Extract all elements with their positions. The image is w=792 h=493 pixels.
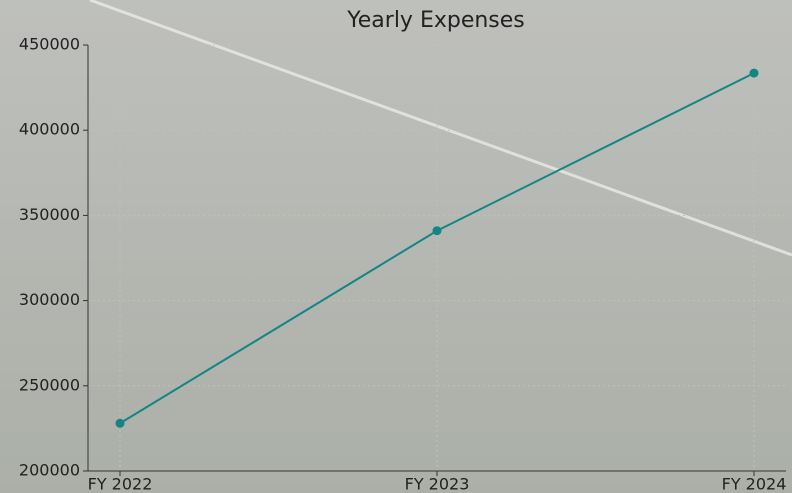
y-tick-label: 300000: [19, 290, 80, 309]
point: [433, 226, 442, 235]
y-tick-label: 200000: [19, 461, 80, 480]
x-tick-label: FY 2024: [722, 475, 787, 493]
point: [116, 419, 125, 428]
chart-title: Yearly Expenses: [346, 8, 525, 33]
chart: Yearly Expenses 200000 250000 300000 350000…: [0, 0, 792, 493]
y-tick-label: 250000: [19, 375, 80, 394]
y-tick-label: 450000: [19, 35, 80, 54]
y-tick-label: 350000: [19, 205, 80, 224]
x-tick-label: FY 2022: [88, 475, 153, 493]
point: [750, 69, 759, 78]
y-tick-label: 400000: [19, 120, 80, 139]
x-tick-label: FY 2023: [405, 475, 470, 493]
